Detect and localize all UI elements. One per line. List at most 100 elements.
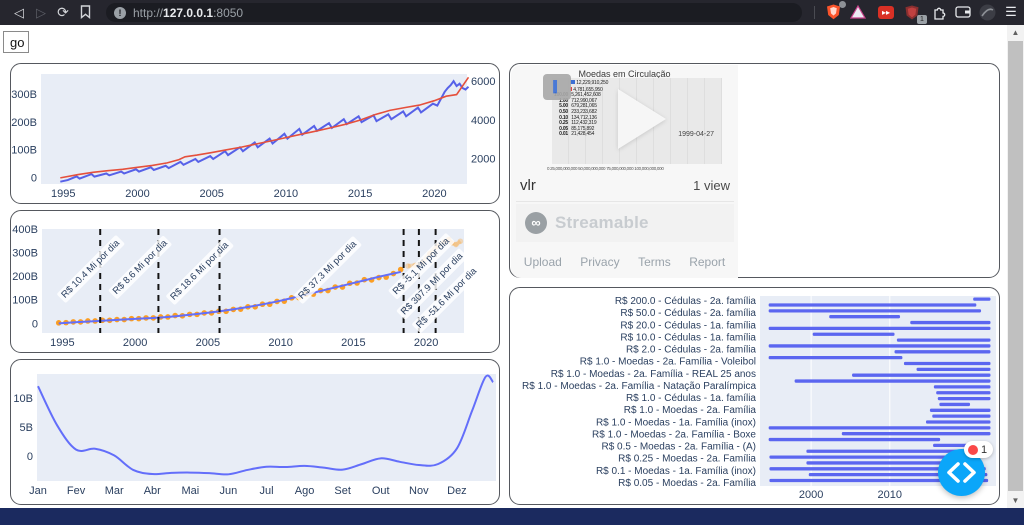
extension-red-icon[interactable]: ▸▸: [875, 3, 897, 21]
svg-text:R$ 1.0 - Moedas - 2a. Família: R$ 1.0 - Moedas - 2a. Família - Voleibol: [580, 357, 756, 368]
svg-text:Mar: Mar: [105, 485, 124, 497]
svg-text:R$ 1.0 - Cédulas - 1a. família: R$ 1.0 - Cédulas - 1a. família: [626, 393, 756, 404]
divider: [516, 201, 734, 202]
extension-shield-icon[interactable]: 1: [901, 3, 927, 24]
svg-text:Fev: Fev: [67, 485, 86, 497]
svg-text:10B: 10B: [13, 393, 33, 405]
svg-text:R$ 2.0 - Cédulas - 2a. família: R$ 2.0 - Cédulas - 2a. família: [626, 345, 756, 356]
thumbnail-row: 5.00 679,281,065: [559, 103, 597, 110]
svg-text:2020: 2020: [422, 188, 446, 200]
svg-text:1995: 1995: [50, 337, 74, 349]
svg-text:Abr: Abr: [144, 485, 161, 497]
thumbnail-row: 0.05 85,175,892: [559, 125, 595, 132]
video-avatar: ▌: [543, 74, 571, 100]
thumbnail-row: 0.50 233,233,682: [559, 108, 597, 115]
svg-text:0: 0: [27, 451, 33, 463]
brave-shields-icon[interactable]: [822, 1, 846, 21]
svg-text:2000: 2000: [123, 337, 147, 349]
scroll-down-arrow[interactable]: ▼: [1011, 496, 1020, 505]
svg-text:R$ 20.0 - Cédulas - 1a. famíli: R$ 20.0 - Cédulas - 1a. família: [620, 320, 756, 331]
shield-badge-count: 1: [917, 15, 927, 24]
terms-link[interactable]: Terms: [638, 255, 671, 269]
thumbnail-row: 1.00 712,990,067: [559, 97, 597, 104]
bookmark-icon[interactable]: [74, 0, 96, 27]
monthly-line-chart[interactable]: 0 5B 10B Jan Fev Mar Abr Mai Jun Jul Ago Set Out Nov D…: [11, 360, 499, 504]
site-info-icon[interactable]: !: [114, 6, 126, 19]
svg-text:2010: 2010: [878, 489, 902, 501]
svg-text:Out: Out: [372, 485, 390, 497]
menu-icon[interactable]: ☰: [1005, 4, 1017, 19]
card-chart-timeline: 2000 2010 R$ 200.0 - Cédulas - 2a. família…: [509, 287, 1000, 505]
svg-text:4000: 4000: [471, 115, 495, 127]
svg-text:200B: 200B: [11, 117, 37, 129]
thumbnail-row: 0.01 21,428,454: [559, 131, 595, 138]
page-scrollbar[interactable]: ▲ ▼: [1007, 25, 1024, 508]
report-link[interactable]: Report: [689, 255, 726, 269]
scrollbar-thumb[interactable]: [1008, 41, 1023, 491]
svg-text:2000: 2000: [125, 188, 149, 200]
thumbnail-row: 0.25 112,432,319: [559, 120, 597, 127]
wallet-icon[interactable]: [951, 3, 975, 21]
error-count: 1: [981, 443, 988, 456]
go-button[interactable]: go: [3, 31, 29, 53]
svg-text:100B: 100B: [11, 145, 37, 157]
svg-text:R$ 200.0 - Cédulas - 2a. famíl: R$ 200.0 - Cédulas - 2a. família: [615, 296, 757, 307]
url-bar[interactable]: ! http://127.0.0.1:8050: [106, 3, 802, 22]
svg-text:2010: 2010: [274, 188, 298, 200]
profile-avatar[interactable]: [975, 3, 999, 21]
bottom-navy-bar: [0, 508, 1024, 525]
svg-text:R$ 1.0 - Moedas - 2a. Família: R$ 1.0 - Moedas - 2a. Família - Boxe: [592, 429, 756, 440]
svg-text:2000: 2000: [471, 154, 495, 166]
video-title: Moedas em Circulação: [578, 69, 671, 79]
brave-rewards-icon[interactable]: [847, 3, 869, 21]
svg-text:R$ 0.5 - Moedas - 2a. Família: R$ 0.5 - Moedas - 2a. Família - (A): [602, 442, 757, 453]
svg-text:2005: 2005: [199, 188, 223, 200]
svg-text:Nov: Nov: [409, 485, 429, 497]
scroll-up-arrow[interactable]: ▲: [1011, 28, 1020, 37]
svg-text:2005: 2005: [196, 337, 220, 349]
video-name[interactable]: vlr: [520, 177, 536, 194]
reload-icon[interactable]: ⟳: [57, 4, 69, 20]
annotated-scatter-chart[interactable]: 0 100B 200B 300B 400B 1995 2000 2005 2010 2015 202…: [11, 211, 499, 352]
svg-text:2000: 2000: [799, 489, 823, 501]
svg-text:400B: 400B: [12, 224, 38, 236]
streamable-bar[interactable]: ∞ Streamable: [516, 204, 734, 242]
streamable-logo-icon: ∞: [525, 212, 547, 234]
privacy-link[interactable]: Privacy: [580, 255, 620, 269]
svg-text:Jan: Jan: [29, 485, 47, 497]
dash-error-badge[interactable]: 1: [964, 441, 994, 458]
streamable-embed: Moedas em Circulação 12,229,910,250 4,78…: [511, 65, 738, 278]
svg-text:2020: 2020: [414, 337, 438, 349]
embed-footer-links: Upload Privacy Terms Report: [511, 253, 738, 271]
page-content: go 0 100B 200B 300B 2000 4000 6000 1995 2000 2005…: [0, 25, 1024, 508]
dual-axis-line-chart[interactable]: 0 100B 200B 300B 2000 4000 6000 1995 2000 2005 201…: [11, 64, 499, 203]
svg-text:0: 0: [32, 318, 38, 330]
video-thumbnail[interactable]: 12,229,910,250 4,781,655,950100.00 5,261…: [543, 74, 722, 164]
svg-text:R$ 1.0 - Moedas - 1a. Família: R$ 1.0 - Moedas - 1a. Família (inox): [596, 417, 756, 428]
play-button[interactable]: [618, 89, 666, 149]
svg-text:R$ 0.1 - Moedas - 1a. Família: R$ 0.1 - Moedas - 1a. Família (inox): [596, 466, 756, 477]
thumbnail-row: 4,781,655,950: [570, 86, 603, 93]
video-date-label: 1999-04-27: [678, 131, 714, 138]
svg-text:300B: 300B: [11, 89, 37, 101]
card-chart-annotated: 0 100B 200B 300B 400B 1995 2000 2005 2010 2015 202…: [10, 210, 500, 353]
svg-text:200B: 200B: [12, 271, 38, 283]
extensions-puzzle-icon[interactable]: [927, 3, 949, 21]
svg-text:R$ 0.05 - Moedas - 2a. Família: R$ 0.05 - Moedas - 2a. Família: [618, 478, 756, 489]
card-chart-values: 0 100B 200B 300B 2000 4000 6000 1995 2000 2005 201…: [10, 63, 500, 204]
svg-text:5B: 5B: [20, 422, 33, 434]
forward-icon[interactable]: ▷: [36, 5, 46, 20]
svg-text:0: 0: [31, 172, 37, 184]
thumbnail-row: 12,229,910,250: [552, 80, 608, 87]
svg-text:Mai: Mai: [181, 485, 199, 497]
svg-text:Set: Set: [334, 485, 351, 497]
back-icon[interactable]: ◁: [14, 5, 24, 20]
svg-text:2015: 2015: [341, 337, 365, 349]
timeline-gantt-chart[interactable]: 2000 2010 R$ 200.0 - Cédulas - 2a. família…: [510, 288, 999, 504]
card-chart-monthly: 0 5B 10B Jan Fev Mar Abr Mai Jun Jul Ago Set Out Nov D…: [10, 359, 500, 505]
thumbnail-axis-labels: 0 25,000,000,000 50,000,000,000 75,000,0…: [547, 166, 664, 171]
dash-debug-button[interactable]: [938, 449, 985, 496]
upload-link[interactable]: Upload: [523, 255, 562, 269]
svg-text:1995: 1995: [51, 188, 75, 200]
